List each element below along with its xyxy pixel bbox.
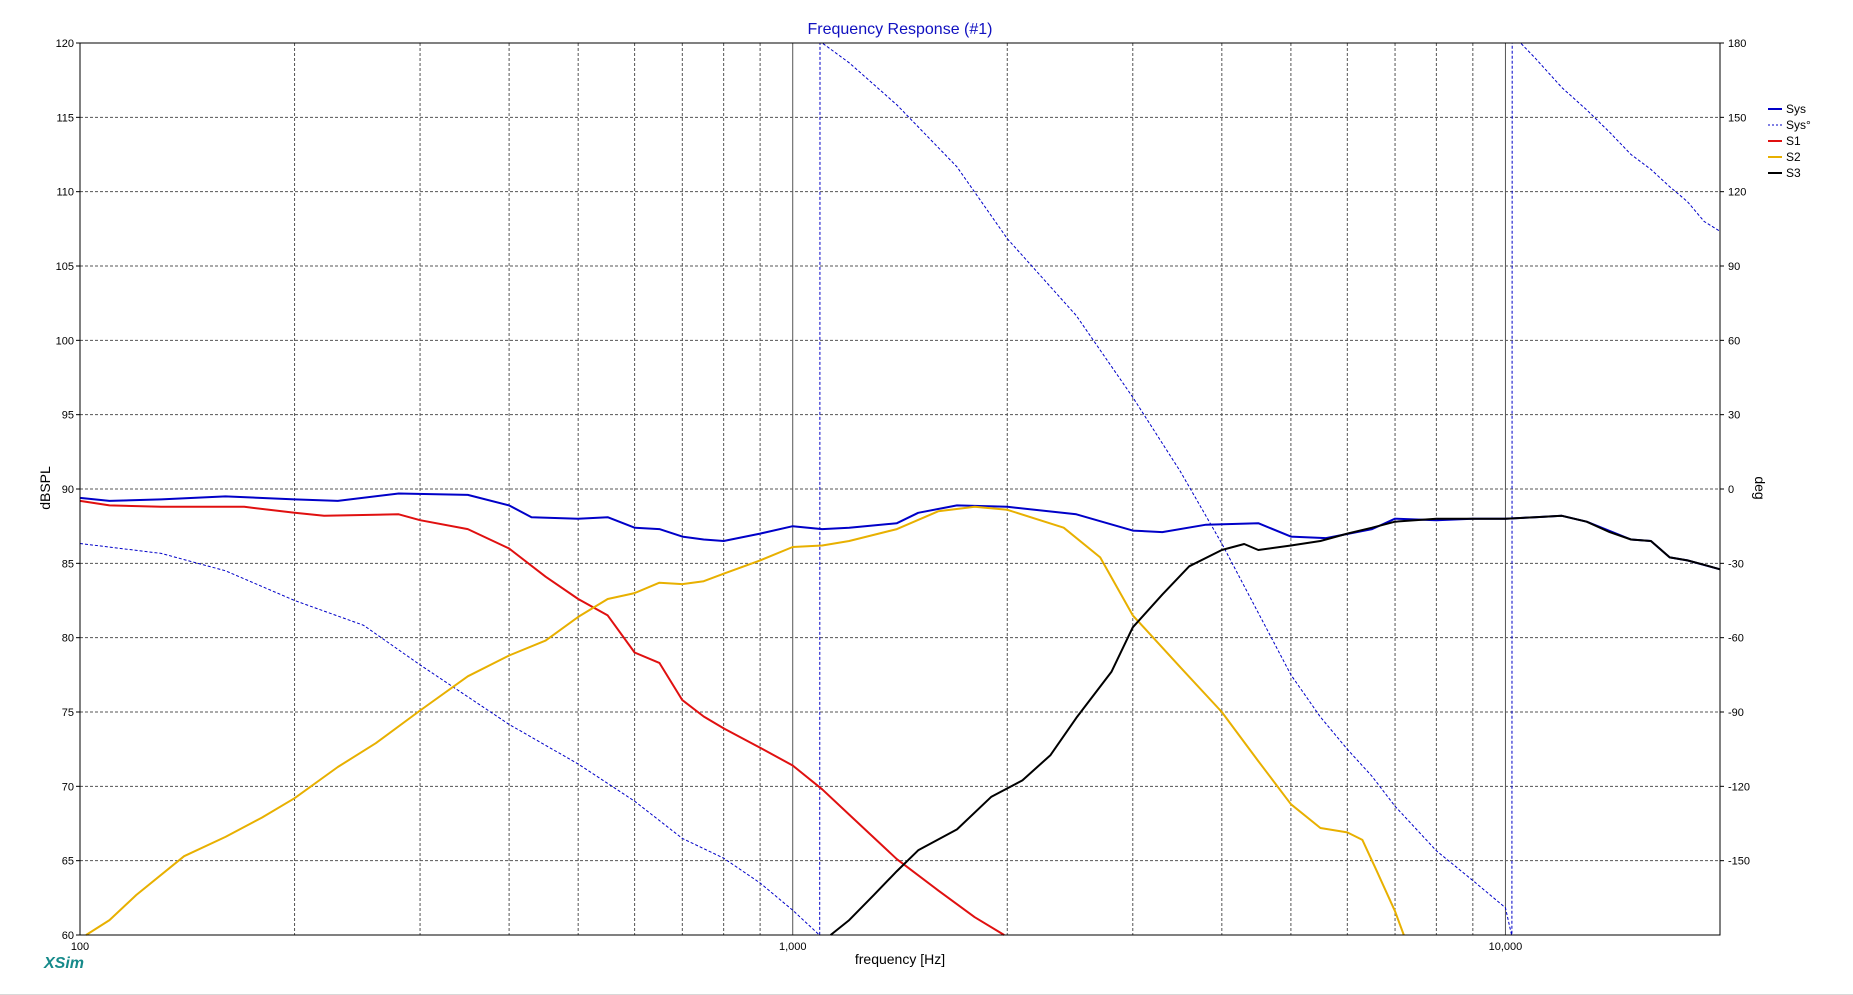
- y2-tick-label: 180: [1728, 38, 1746, 50]
- y2-tick-label: -150: [1728, 856, 1750, 868]
- y2-tick-label: 120: [1728, 187, 1746, 199]
- x-tick-label: 100: [71, 941, 89, 953]
- y-tick-label: 75: [62, 707, 74, 719]
- legend-label: Sys: [1786, 102, 1806, 116]
- chart-title: Frequency Response (#1): [808, 21, 993, 38]
- tick-labels: 120 115 110 105 100 95 90 85 80 75 70 65 60 180 150 120…: [56, 38, 1750, 953]
- y-axis-label: dBSPL: [37, 466, 53, 510]
- y-tick-label: 60: [62, 930, 74, 942]
- y2-tick-label: -60: [1728, 633, 1744, 645]
- series-line-sys: [79, 492, 1721, 571]
- y-tick-label: 120: [56, 38, 74, 50]
- series-line-s1: [79, 499, 1005, 936]
- grid-lines: [80, 43, 1720, 935]
- y-tick-label: 70: [62, 781, 74, 793]
- legend-label: S3: [1786, 166, 1801, 180]
- series-line-sys-phase: [79, 42, 1721, 936]
- y-tick-label: 65: [62, 856, 74, 868]
- y-tick-label: 115: [56, 112, 74, 124]
- y2-tick-label: -120: [1728, 781, 1750, 793]
- y2-tick-label: 90: [1728, 261, 1740, 273]
- y-tick-label: 90: [62, 484, 74, 496]
- series-line-s3: [829, 514, 1721, 936]
- y-tick-label: 100: [56, 335, 74, 347]
- y2-tick-label: 60: [1728, 335, 1740, 347]
- y-tick-label: 85: [62, 558, 74, 570]
- y2-tick-label: 0: [1728, 484, 1734, 496]
- xsim-brand-logo: XSim: [44, 955, 85, 972]
- y2-tick-label: 30: [1728, 410, 1740, 422]
- series-lines: [79, 42, 1721, 936]
- legend-label: S2: [1786, 150, 1801, 164]
- legend-label: S1: [1786, 134, 1801, 148]
- y-tick-label: 110: [56, 187, 74, 199]
- y2-tick-label: 150: [1728, 112, 1746, 124]
- x-tick-label: 1,000: [779, 941, 807, 953]
- legend-label: Sys°: [1786, 118, 1811, 132]
- x-tick-label: 10,000: [1489, 941, 1523, 953]
- x-axis-label: frequency [Hz]: [855, 951, 945, 967]
- y-tick-label: 95: [62, 410, 74, 422]
- y2-axis-label: deg: [1752, 476, 1768, 499]
- y-tick-label: 105: [56, 261, 74, 273]
- series-line-s2: [85, 505, 1405, 936]
- legend: Sys Sys° S1 S2 S3: [1768, 102, 1811, 180]
- y2-tick-label: -90: [1728, 707, 1744, 719]
- y2-tick-label: -30: [1728, 558, 1744, 570]
- y-tick-label: 80: [62, 633, 74, 645]
